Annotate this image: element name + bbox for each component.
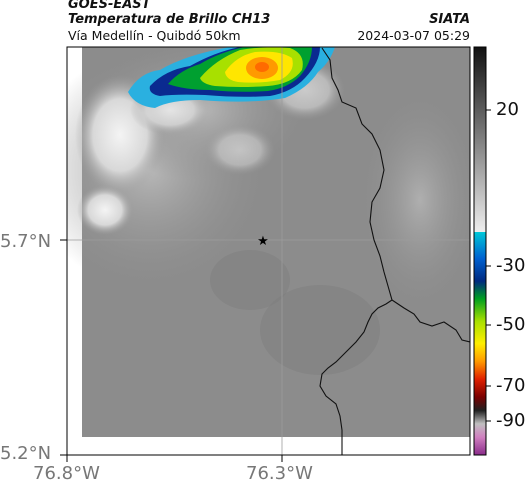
colorbar-label-neg30: -30 <box>496 255 526 276</box>
colorbar-label-20: 20 <box>496 99 519 120</box>
lon-label-76-8: 76.8°W <box>33 463 100 484</box>
department-border <box>319 47 470 455</box>
route-subtitle: Vía Medellín - Quibdó 50km <box>68 28 241 43</box>
colorbar-label-neg70: -70 <box>496 375 526 396</box>
colorbar <box>473 46 491 456</box>
lon-label-76-3: 76.3°W <box>246 463 313 484</box>
colorbar-label-neg50: -50 <box>496 314 526 335</box>
star-icon: ★ <box>257 234 269 249</box>
org-label: SIATA <box>429 12 470 27</box>
satellite-title: GOES-EAST <box>68 0 151 12</box>
convective-cell <box>128 47 335 108</box>
lat-label-5-2: 5.2°N <box>0 443 52 464</box>
timestamp-label: 2024-03-07 05:29 <box>357 28 470 43</box>
colorbar-label-neg90: -90 <box>496 410 526 431</box>
lat-label-5-7: 5.7°N <box>0 231 52 252</box>
product-title: Temperatura de Brillo CH13 <box>68 12 271 27</box>
